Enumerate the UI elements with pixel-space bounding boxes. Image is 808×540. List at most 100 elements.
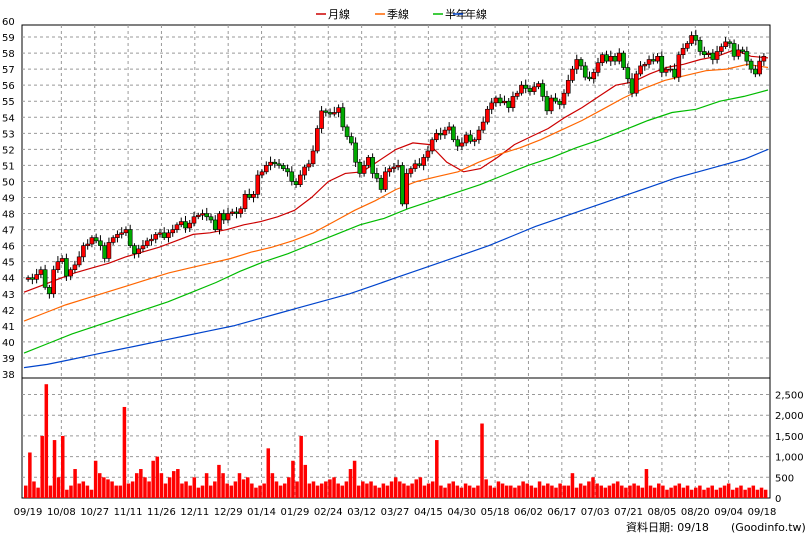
volume-bar bbox=[319, 483, 324, 498]
candle bbox=[272, 158, 278, 168]
volume-bar bbox=[504, 485, 509, 498]
candle bbox=[251, 191, 256, 203]
candle bbox=[315, 125, 320, 154]
volume-bar bbox=[472, 487, 476, 498]
volume-bar bbox=[139, 469, 143, 498]
candle bbox=[68, 267, 73, 281]
moving-average-line bbox=[23, 148, 769, 369]
volume-bar bbox=[373, 485, 377, 498]
candle-body bbox=[140, 245, 146, 250]
candle-body bbox=[719, 46, 724, 52]
candle bbox=[595, 57, 601, 77]
date-tick-label: 03/12 bbox=[347, 507, 376, 518]
candle-body bbox=[421, 157, 426, 166]
candle bbox=[34, 268, 39, 284]
volume-bar bbox=[661, 485, 665, 498]
candle bbox=[115, 230, 120, 243]
candle-body bbox=[93, 237, 99, 242]
candle-body bbox=[548, 97, 554, 112]
volume-bar bbox=[615, 481, 620, 498]
candle-body bbox=[374, 173, 380, 179]
volume-bar bbox=[393, 477, 398, 498]
candle-body bbox=[259, 171, 265, 176]
candle-body bbox=[81, 245, 86, 258]
candle-body bbox=[157, 232, 163, 235]
candle-body bbox=[361, 165, 367, 174]
volume-bar bbox=[225, 483, 229, 498]
volume-bar bbox=[570, 473, 575, 498]
candle-body bbox=[497, 97, 503, 104]
candle bbox=[489, 98, 494, 115]
volume-bar bbox=[591, 477, 595, 498]
candle-body bbox=[76, 256, 82, 266]
candle-body bbox=[668, 68, 673, 71]
candle-body bbox=[510, 96, 516, 108]
volume-bar bbox=[422, 485, 427, 498]
data-date-label: 資料日期: 09/18 bbox=[626, 520, 709, 534]
price-tick-label: 55 bbox=[2, 97, 15, 108]
price-panel: 38 39 40 41 42 43 44 45 46 47 48 49 50 51 52 53 54 55 56 57… bbox=[2, 17, 771, 381]
volume-bar bbox=[229, 485, 234, 498]
date-tick-label: 10/27 bbox=[80, 507, 109, 518]
volume-bar bbox=[254, 487, 258, 498]
volume-bar bbox=[28, 452, 32, 498]
volume-bar bbox=[488, 485, 492, 498]
candle-body bbox=[455, 139, 460, 147]
candle bbox=[659, 51, 665, 78]
volume-bar bbox=[574, 487, 579, 498]
volume-bar bbox=[562, 485, 566, 498]
volume-bar bbox=[763, 489, 768, 498]
candle bbox=[174, 222, 180, 233]
candle bbox=[144, 237, 150, 249]
price-tick-label: 46 bbox=[2, 242, 15, 253]
volume-bar bbox=[32, 481, 36, 498]
candle-body bbox=[217, 213, 222, 230]
candle bbox=[153, 231, 159, 244]
candle-body bbox=[204, 213, 210, 218]
volume-bar bbox=[85, 485, 90, 498]
volume-bar bbox=[673, 485, 677, 498]
volume-bar bbox=[324, 481, 328, 498]
volume-bar bbox=[554, 487, 558, 498]
volume-bar bbox=[517, 485, 521, 498]
candle bbox=[285, 164, 290, 177]
volume-bar bbox=[689, 489, 694, 498]
candle bbox=[736, 44, 741, 60]
volume-bars bbox=[24, 384, 768, 498]
candle bbox=[540, 79, 546, 102]
volume-bar bbox=[624, 487, 628, 498]
candle-body bbox=[744, 51, 750, 62]
candle-body bbox=[72, 264, 78, 271]
volume-bar bbox=[377, 487, 382, 498]
candle-body bbox=[727, 41, 733, 44]
candle-body bbox=[740, 49, 745, 52]
price-tick-label: 49 bbox=[2, 194, 15, 205]
volume-bar bbox=[714, 489, 719, 498]
candle-body bbox=[212, 219, 218, 230]
volume-bar bbox=[632, 483, 636, 498]
volume-bar bbox=[369, 481, 373, 498]
candle-body bbox=[302, 166, 307, 176]
volume-bar bbox=[389, 481, 394, 498]
candle-body bbox=[459, 142, 465, 147]
candle-body bbox=[42, 269, 48, 288]
candle bbox=[340, 102, 346, 131]
candle-body bbox=[753, 68, 758, 75]
candle bbox=[472, 137, 477, 147]
candle-body bbox=[327, 112, 333, 115]
candle-body bbox=[149, 238, 154, 242]
volume-bar bbox=[36, 487, 40, 498]
candle-body bbox=[463, 134, 469, 144]
volume-bar bbox=[217, 464, 221, 498]
candle bbox=[81, 242, 86, 262]
volume-bar bbox=[698, 485, 702, 498]
candle bbox=[740, 46, 745, 54]
candle-body bbox=[383, 171, 388, 190]
candle-body bbox=[221, 213, 227, 221]
candle-body bbox=[723, 41, 728, 47]
candle-body bbox=[731, 43, 737, 57]
candle-body bbox=[366, 157, 371, 166]
candle bbox=[136, 244, 142, 258]
date-tick-label: 09/04 bbox=[714, 507, 743, 518]
